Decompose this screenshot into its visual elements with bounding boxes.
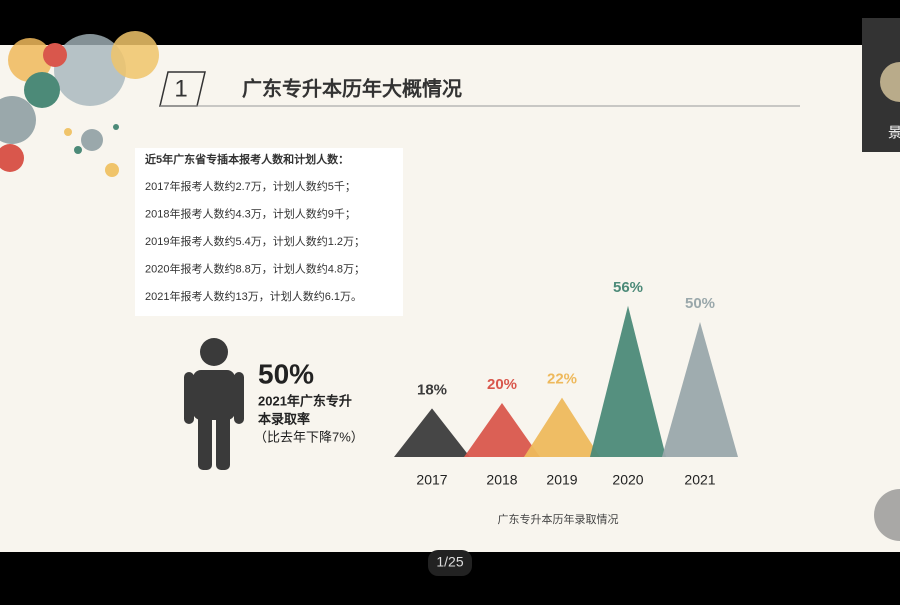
x-tick-label: 2019 <box>546 472 577 488</box>
info-heading: 近5年广东省专插本报考人数和计划人数： <box>145 152 349 166</box>
page-indicator: 1/25 <box>436 554 463 570</box>
nav-button[interactable] <box>874 489 900 541</box>
info-line: 2020年报考人数约8.8万，计划人数约4.8万； <box>145 261 365 275</box>
slide-number: 1 <box>174 75 187 102</box>
info-line: 2021年报考人数约13万，计划人数约6.1万。 <box>145 289 362 303</box>
value-label: 56% <box>613 279 643 296</box>
triangle <box>662 322 738 457</box>
info-line: 2019年报考人数约5.4万，计划人数约1.2万； <box>145 234 365 248</box>
triangle <box>590 305 666 457</box>
stat-caption-line: 2021年广东专升 <box>258 393 352 408</box>
x-tick-label: 2021 <box>684 472 715 488</box>
decor <box>0 31 159 177</box>
stat-value: 50% <box>258 358 314 389</box>
x-tick-label: 2018 <box>486 472 517 488</box>
value-label: 50% <box>685 295 715 312</box>
x-tick-label: 2020 <box>612 472 643 488</box>
slide-title: 广东专升本历年大概情况 <box>242 76 462 100</box>
info-line: 2017年报考人数约2.7万，计划人数约5千； <box>145 179 356 193</box>
participant-avatar <box>880 62 900 102</box>
value-label: 18% <box>417 381 447 398</box>
info-line: 2018年报考人数约4.3万，计划人数约9千； <box>145 206 356 220</box>
chart-caption: 广东专升本历年录取情况 <box>498 512 619 526</box>
stat-caption-line: （比去年下降7%） <box>254 429 364 444</box>
value-label: 20% <box>487 376 517 393</box>
person-icon <box>184 338 244 470</box>
info-lines: 2017年报考人数约2.7万，计划人数约5千； 2018年报考人数约4.3万，计划… <box>145 179 365 303</box>
chart: 18% 2017 20% 2018 22% 2019 56% 2020 50% 2021 <box>394 279 738 488</box>
triangle <box>524 397 600 457</box>
info-box <box>135 148 403 316</box>
stat-caption-line: 本录取率 <box>258 411 310 426</box>
value-label: 22% <box>547 371 577 388</box>
participant-name: 景 <box>888 125 900 141</box>
x-tick-label: 2017 <box>416 472 447 488</box>
triangle <box>394 408 470 457</box>
page-pill <box>428 550 472 576</box>
triangle <box>464 403 540 457</box>
